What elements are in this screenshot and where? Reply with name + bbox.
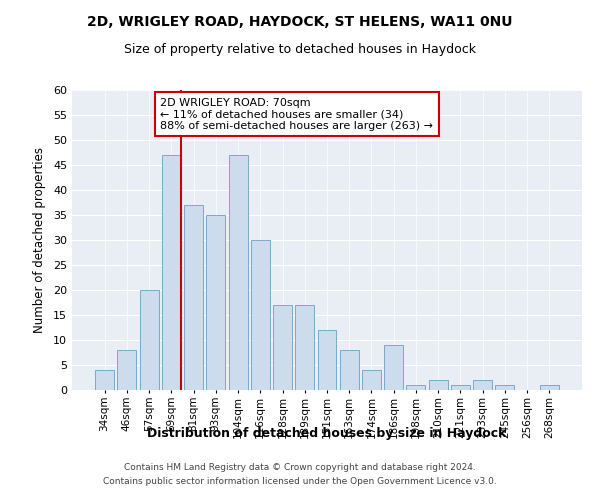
- Bar: [162, 155, 181, 390]
- Bar: [340, 350, 359, 390]
- Text: Contains public sector information licensed under the Open Government Licence v3: Contains public sector information licen…: [103, 477, 497, 486]
- Text: Distribution of detached houses by size in Haydock: Distribution of detached houses by size …: [148, 428, 506, 440]
- Bar: [496, 385, 514, 390]
- Bar: [118, 350, 136, 390]
- Bar: [206, 215, 225, 390]
- Bar: [384, 345, 403, 390]
- Text: Size of property relative to detached houses in Haydock: Size of property relative to detached ho…: [124, 42, 476, 56]
- Text: 2D, WRIGLEY ROAD, HAYDOCK, ST HELENS, WA11 0NU: 2D, WRIGLEY ROAD, HAYDOCK, ST HELENS, WA…: [87, 15, 513, 29]
- Bar: [184, 205, 203, 390]
- Bar: [540, 385, 559, 390]
- Bar: [95, 370, 114, 390]
- Bar: [362, 370, 381, 390]
- Bar: [317, 330, 337, 390]
- Bar: [140, 290, 158, 390]
- Bar: [251, 240, 270, 390]
- Text: Contains HM Land Registry data © Crown copyright and database right 2024.: Contains HM Land Registry data © Crown c…: [124, 464, 476, 472]
- Bar: [473, 380, 492, 390]
- Bar: [229, 155, 248, 390]
- Bar: [295, 305, 314, 390]
- Bar: [429, 380, 448, 390]
- Y-axis label: Number of detached properties: Number of detached properties: [33, 147, 46, 333]
- Bar: [273, 305, 292, 390]
- Bar: [451, 385, 470, 390]
- Bar: [406, 385, 425, 390]
- Text: 2D WRIGLEY ROAD: 70sqm
← 11% of detached houses are smaller (34)
88% of semi-det: 2D WRIGLEY ROAD: 70sqm ← 11% of detached…: [160, 98, 433, 130]
